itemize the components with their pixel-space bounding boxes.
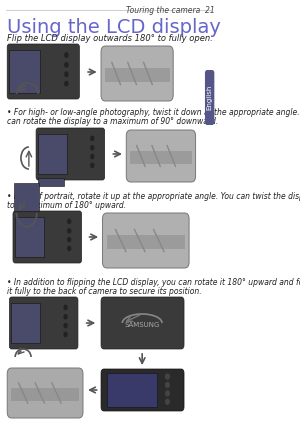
Bar [9,50,40,93]
Bar [15,217,44,257]
Text: Using the LCD display: Using the LCD display [7,18,221,37]
Text: Flip the LCD display outwards 180° to fully open.: Flip the LCD display outwards 180° to fu… [7,34,213,43]
Circle shape [64,315,67,319]
Circle shape [91,146,94,150]
Circle shape [65,63,68,67]
Circle shape [91,137,94,140]
Circle shape [68,246,71,251]
Text: • For high- or low-angle photography, twist it down at the appropriate angle. Yo: • For high- or low-angle photography, tw… [7,108,300,117]
Circle shape [166,391,169,396]
Bar [107,235,185,249]
FancyBboxPatch shape [9,297,78,349]
Bar [107,373,157,407]
Circle shape [68,237,71,242]
FancyBboxPatch shape [103,213,189,268]
Text: SAMSUNG: SAMSUNG [124,322,160,328]
Circle shape [64,324,67,328]
FancyBboxPatch shape [126,130,196,182]
Circle shape [65,81,68,86]
Text: it fully to the back of camera to secure its position.: it fully to the back of camera to secure… [7,287,202,296]
Circle shape [65,53,68,57]
FancyBboxPatch shape [7,44,80,99]
Bar [38,134,67,174]
Circle shape [68,229,71,233]
FancyBboxPatch shape [7,368,83,418]
Circle shape [91,154,94,159]
Text: can rotate the display to a maximum of 90° downward.: can rotate the display to a maximum of 9… [7,117,218,126]
Circle shape [166,399,169,404]
Circle shape [64,332,67,337]
FancyBboxPatch shape [101,297,184,349]
Circle shape [166,374,169,379]
Text: English: English [207,85,213,110]
FancyBboxPatch shape [205,70,214,125]
FancyBboxPatch shape [13,211,82,263]
Bar [11,303,40,343]
Circle shape [65,72,68,76]
Bar [14,183,39,211]
Circle shape [68,219,71,223]
Text: • For self portrait, rotate it up at the appropriate angle. You can twist the di: • For self portrait, rotate it up at the… [7,192,300,201]
Text: Touring the camera  21: Touring the camera 21 [126,6,214,15]
FancyBboxPatch shape [101,369,184,411]
Bar [38,178,64,186]
Bar [105,68,170,82]
Bar [130,151,192,164]
Circle shape [64,305,67,310]
Bar [11,388,79,401]
FancyBboxPatch shape [36,128,105,180]
Circle shape [91,163,94,167]
Text: • In addition to flipping the LCD display, you can rotate it 180° upward and fol: • In addition to flipping the LCD displa… [7,278,300,287]
Text: to a maximum of 180° upward.: to a maximum of 180° upward. [7,201,126,210]
Circle shape [166,382,169,388]
FancyBboxPatch shape [101,46,173,101]
